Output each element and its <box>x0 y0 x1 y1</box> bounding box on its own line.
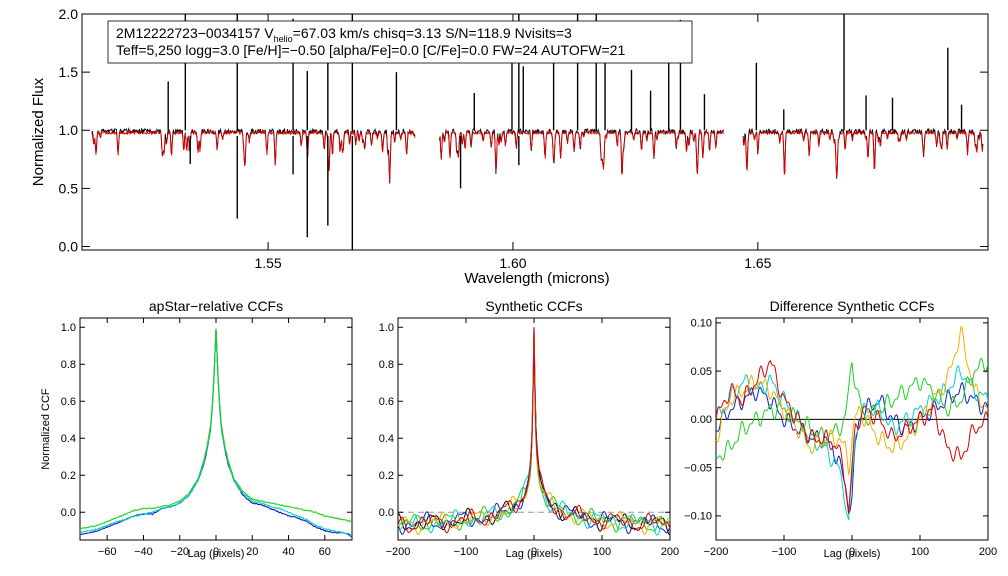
difference-plot-area <box>716 326 988 521</box>
annotation-rv-stats: =67.03 km/s chisq=3.13 S/N=118.9 Nvisits… <box>293 25 572 41</box>
difference-title: Difference Synthetic CCFs <box>770 298 935 314</box>
y-tick-label: 1.5 <box>59 64 79 80</box>
apstar-frame <box>79 317 353 541</box>
x-tick-label: 200 <box>979 546 997 558</box>
difference-data <box>716 326 988 521</box>
y-tick-label: 0.6 <box>61 396 76 408</box>
y-tick-label: 0.5 <box>59 180 79 196</box>
x-tick-label: 60 <box>319 546 331 558</box>
synthetic-axes: −200 −100 0 100 200 0.0 0.2 0.4 0.6 0.8 1.0 <box>379 318 679 558</box>
x-tick-label: 1.60 <box>499 255 526 271</box>
y-tick-label: 1.0 <box>379 322 394 334</box>
x-tick-label: 0 <box>849 546 855 558</box>
x-tick-label: −200 <box>386 546 411 558</box>
annotation-line-1: 2M12222723−0034157 Vhelio=67.03 km/s chi… <box>116 25 572 44</box>
y-tick-label: 0.0 <box>61 507 76 519</box>
synthetic-series-6 <box>397 327 671 534</box>
y-tick-label: 2.0 <box>59 6 79 22</box>
spectrum-xlabel: Wavelength (microns) <box>464 270 609 287</box>
difference-frame <box>715 317 989 541</box>
apstar-xlabel: Lag (pixels) <box>188 548 245 560</box>
y-tick-label: 0.6 <box>379 396 394 408</box>
y-tick-label: 0.8 <box>61 359 76 371</box>
annotation-line-2: Teff=5,250 logg=3.0 [Fe/H]=−0.50 [alpha/… <box>116 42 625 58</box>
difference-series-4 <box>716 326 988 475</box>
difference-series-1 <box>716 381 988 514</box>
y-tick-label: −0.10 <box>684 511 712 523</box>
difference-axes: −200 −100 0 100 200 −0.10 −0.05 0.00 0.05 0.10 <box>684 318 997 558</box>
difference-ccf-panel: −200 −100 0 100 200 −0.10 −0.05 0.00 0.05 0.10 Di… <box>684 298 997 560</box>
y-tick-label: 0.0 <box>59 238 79 254</box>
apstar-series-1 <box>79 329 353 538</box>
x-tick-label: 0 <box>213 546 219 558</box>
difference-xlabel: Lag (pixels) <box>824 548 881 560</box>
y-tick-label: 1.0 <box>59 122 79 138</box>
spectrum-model-chip-1 <box>91 129 416 183</box>
y-tick-label: 0.4 <box>61 433 76 445</box>
apstar-series-3 <box>79 329 353 530</box>
synthetic-xlabel: Lag (pixels) <box>506 548 563 560</box>
x-tick-label: −200 <box>704 546 729 558</box>
x-tick-label: 100 <box>593 546 611 558</box>
y-tick-label: 0.8 <box>379 359 394 371</box>
annotation-box <box>107 20 693 64</box>
spectrum-model-chip-2 <box>439 129 724 175</box>
apstar-ccf-panel: −60 −40 −20 0 20 40 60 0.0 0.2 0.4 0.6 0.8 1.0 apSta… <box>40 298 353 560</box>
apstar-title: apStar−relative CCFs <box>149 298 283 314</box>
spectrum-frame <box>81 13 989 251</box>
spectrum-model-chip-3 <box>742 129 984 178</box>
synthetic-data <box>397 327 671 536</box>
spectrum-ylabel: Normalized Flux <box>30 77 47 186</box>
apstar-ylabel: Normalized CCF <box>40 388 52 470</box>
x-tick-label: 1.65 <box>744 255 771 271</box>
apstar-series-2 <box>79 328 353 536</box>
x-tick-label: 40 <box>282 546 294 558</box>
x-tick-label: 20 <box>246 546 258 558</box>
y-tick-label: 0.2 <box>61 470 76 482</box>
annotation-subscript: helio <box>274 34 293 44</box>
annotation-star-id: 2M12222723−0034157 V <box>116 25 274 41</box>
y-tick-label: 0.2 <box>379 470 394 482</box>
difference-series-5 <box>716 359 988 515</box>
apstar-axes: −60 −40 −20 0 20 40 60 0.0 0.2 0.4 0.6 0.8 1.0 <box>61 318 352 558</box>
y-tick-label: 0.05 <box>691 366 712 378</box>
x-tick-label: −60 <box>98 546 117 558</box>
y-tick-label: 1.0 <box>61 322 76 334</box>
difference-series-3 <box>716 357 988 461</box>
synthetic-title: Synthetic CCFs <box>485 298 582 314</box>
y-tick-label: 0.00 <box>691 414 712 426</box>
x-tick-label: 1.55 <box>254 255 281 271</box>
apstar-data <box>79 328 353 538</box>
x-tick-label: −20 <box>170 546 189 558</box>
x-tick-label: 0 <box>531 546 537 558</box>
y-tick-label: 0.4 <box>379 433 394 445</box>
x-tick-label: 100 <box>911 546 929 558</box>
y-tick-label: 0.0 <box>379 507 394 519</box>
spectrum-panel: 1.55 1.60 1.65 0.0 0.5 1.0 1.5 2.0 2M12222723−0… <box>30 6 989 287</box>
x-tick-label: −100 <box>772 546 797 558</box>
x-tick-label: 200 <box>661 546 679 558</box>
difference-series-2 <box>716 365 988 521</box>
x-tick-label: −100 <box>454 546 479 558</box>
y-tick-label: 0.10 <box>691 318 712 330</box>
spectrum-observed-chip-1 <box>91 127 416 184</box>
y-tick-label: −0.05 <box>684 462 712 474</box>
spectrum-axes: 1.55 1.60 1.65 0.0 0.5 1.0 1.5 2.0 <box>59 6 988 271</box>
synthetic-ccf-panel: −200 −100 0 100 200 0.0 0.2 0.4 0.6 0.8 1.0 Synthe… <box>379 298 679 560</box>
x-tick-label: −40 <box>134 546 153 558</box>
